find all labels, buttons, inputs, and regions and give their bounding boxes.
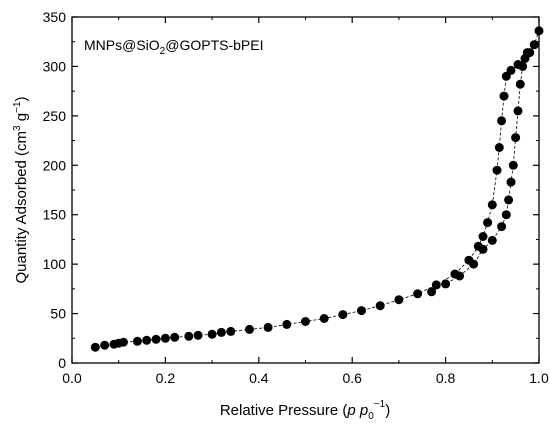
series-0-point xyxy=(375,301,385,311)
sample-annotation: MNPs@SiO2@GOPTS-bPEI xyxy=(84,37,263,57)
plot-frame xyxy=(71,16,540,364)
series-0-point xyxy=(118,337,128,347)
y-tick-label: 150 xyxy=(43,207,67,223)
x-tick-label: 0.6 xyxy=(342,370,362,386)
series-1-point xyxy=(513,106,523,116)
series-1-point xyxy=(511,133,521,143)
series-1-point xyxy=(515,79,525,89)
y-axis-ticks: 0 50 100 150 200 250 300 350 xyxy=(43,9,539,371)
series-1-point xyxy=(506,177,516,187)
y-tick-label: 200 xyxy=(43,157,67,173)
series-1-point xyxy=(501,210,511,220)
y-tick-label: 350 xyxy=(43,9,67,25)
series-0-point xyxy=(357,306,366,316)
series-1-point xyxy=(522,48,532,58)
series-0-point xyxy=(226,326,236,336)
series-0-point xyxy=(282,319,292,329)
series-0-point xyxy=(478,232,488,241)
y-axis-title: Quantity Adsorbed (cm3 g−1) xyxy=(12,96,30,283)
y-tick-label: 250 xyxy=(43,108,67,124)
series-1-point xyxy=(497,222,507,232)
series-0-point xyxy=(245,324,254,334)
series-0-line xyxy=(95,30,540,348)
series-0-point xyxy=(100,340,110,350)
x-tick-label: 1.0 xyxy=(529,370,549,386)
y-tick-label: 50 xyxy=(50,306,66,322)
series-0-point xyxy=(394,295,404,305)
series-1-line xyxy=(431,44,535,293)
series-0-point xyxy=(534,26,544,36)
series-0-point xyxy=(431,280,441,290)
series-0-point xyxy=(151,334,161,344)
x-tick-label: 0.8 xyxy=(436,370,456,386)
series-0-point xyxy=(494,143,504,152)
series-1-point xyxy=(529,40,539,50)
series-1-point xyxy=(469,259,479,269)
series-0-point xyxy=(497,116,507,126)
series-0-point xyxy=(193,330,203,340)
series-0-point xyxy=(170,332,180,342)
series-0-point xyxy=(160,333,170,343)
series-1-point xyxy=(427,287,437,297)
series-0-point xyxy=(207,329,217,339)
series-1-point xyxy=(508,160,518,170)
series-0-point xyxy=(132,336,142,346)
series-0-point xyxy=(90,342,100,352)
series-0-point xyxy=(301,317,310,326)
data-points xyxy=(90,26,544,352)
series-0-point xyxy=(319,314,329,323)
series-0-point xyxy=(506,65,516,75)
series-0-point xyxy=(487,200,497,210)
series-0-point xyxy=(492,165,502,175)
series-0-point xyxy=(413,289,423,299)
series-1-point xyxy=(487,235,497,245)
series-lines xyxy=(95,30,540,348)
series-0-point xyxy=(263,322,273,332)
series-0-point xyxy=(142,335,152,345)
series-1-point xyxy=(478,244,488,254)
y-tick-label: 0 xyxy=(58,355,66,371)
x-tick-label: 0.4 xyxy=(249,370,269,386)
series-0-point xyxy=(483,218,493,228)
series-0-point xyxy=(216,327,226,337)
series-0-point xyxy=(338,310,348,320)
x-tick-label: 0.0 xyxy=(62,370,82,386)
series-0-point xyxy=(184,331,194,341)
series-1-point xyxy=(455,271,465,281)
y-tick-label: 300 xyxy=(43,58,67,74)
x-tick-label: 0.2 xyxy=(156,370,176,386)
series-1-point xyxy=(441,279,451,289)
x-axis-title: Relative Pressure (p p0−1) xyxy=(220,399,390,422)
series-1-point xyxy=(504,195,514,205)
x-axis-ticks: 0.0 0.2 0.4 0.6 0.8 1.0 xyxy=(62,17,549,386)
series-1-point xyxy=(518,61,528,71)
y-tick-label: 100 xyxy=(43,256,67,272)
series-0-point xyxy=(499,91,509,101)
